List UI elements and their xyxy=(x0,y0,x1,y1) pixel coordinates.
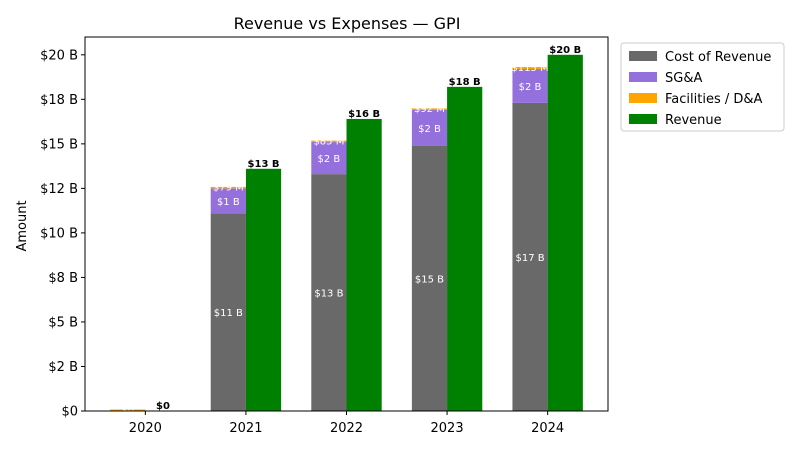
segment-label: $2 B xyxy=(318,154,341,165)
revenue-label: $13 B xyxy=(248,159,280,170)
legend-swatch xyxy=(629,51,657,61)
y-tick-label: $12 B xyxy=(40,182,78,197)
bar-cost-of-revenue-2024 xyxy=(512,102,548,412)
y-tick-label: $20 B xyxy=(40,48,78,63)
x-tick-label: 2021 xyxy=(229,421,262,436)
legend-entry: SG&A xyxy=(665,71,702,86)
segment-label: $17 B xyxy=(515,253,544,264)
revenue-label: $16 B xyxy=(348,109,380,120)
bar-cost-of-revenue-2021 xyxy=(210,213,246,411)
chart-title: Revenue vs Expenses — GPI xyxy=(234,14,461,33)
x-tick-label: 2024 xyxy=(531,421,564,436)
y-tick-label: $18 B xyxy=(40,93,78,108)
bar-cost-of-revenue-2022 xyxy=(311,174,347,411)
bar-facilities-d-a-2022 xyxy=(311,140,347,143)
segment-label: $11 B xyxy=(214,308,243,319)
bar-cost-of-revenue-2023 xyxy=(411,145,448,411)
legend-swatch xyxy=(629,72,657,82)
segment-label: $92 M xyxy=(414,104,445,115)
y-tick-label: $2 B xyxy=(48,360,78,375)
bar-revenue-2022 xyxy=(346,118,382,411)
bar-facilities-d-a-2020 xyxy=(110,409,146,411)
segment-label: $2 B xyxy=(519,82,542,93)
segment-label: $2 B xyxy=(418,124,441,135)
bar-facilities-d-a-2024 xyxy=(512,67,548,70)
revenue-label: $18 B xyxy=(449,77,481,88)
legend-entry: Facilities / D&A xyxy=(665,92,763,107)
legend-box xyxy=(620,42,785,132)
revenue-label: $0 xyxy=(156,401,170,412)
x-tick-label: 2020 xyxy=(129,421,162,436)
y-axis-label: Amount xyxy=(15,200,30,251)
segment-label: $85 M xyxy=(313,136,344,147)
legend-swatch xyxy=(629,93,657,103)
revenue-label: $20 B xyxy=(549,45,581,56)
y-tick-label: $8 B xyxy=(48,271,78,286)
segment-label: $79 M xyxy=(213,183,244,194)
y-tick-label: $0 xyxy=(61,405,78,420)
segment-label: $115 M xyxy=(511,63,548,74)
bar-facilities-d-a-2021 xyxy=(210,186,246,189)
segment-label: $1 B xyxy=(217,197,240,208)
bar-sg-a-2024 xyxy=(512,69,548,103)
bar-sg-a-2021 xyxy=(210,188,246,214)
legend: Cost of Revenue SG&A Facilities / D&A Reven… xyxy=(620,42,785,132)
plot-area: $11 B $13 B $15 B $17 B $1 B $2 B $2 B $2 B $0 $7… xyxy=(40,36,609,436)
legend-entry: Cost of Revenue xyxy=(665,50,771,65)
segment-label: $15 B xyxy=(415,274,444,285)
bar-revenue-2023 xyxy=(447,86,483,411)
bar-sg-a-2022 xyxy=(311,142,347,175)
y-tick-label: $15 B xyxy=(40,137,78,152)
bar-revenue-2024 xyxy=(547,54,583,412)
y-tick-label: $10 B xyxy=(40,226,78,241)
bar-sg-a-2023 xyxy=(411,110,448,146)
legend-swatch xyxy=(629,114,657,124)
legend-entry: Revenue xyxy=(665,113,722,128)
y-tick-label: $5 B xyxy=(48,315,78,330)
bar-facilities-d-a-2023 xyxy=(411,108,448,111)
segment-label: $13 B xyxy=(314,289,343,300)
x-tick-label: 2022 xyxy=(330,421,363,436)
bar-revenue-2021 xyxy=(245,168,282,411)
x-tick-label: 2023 xyxy=(431,421,464,436)
